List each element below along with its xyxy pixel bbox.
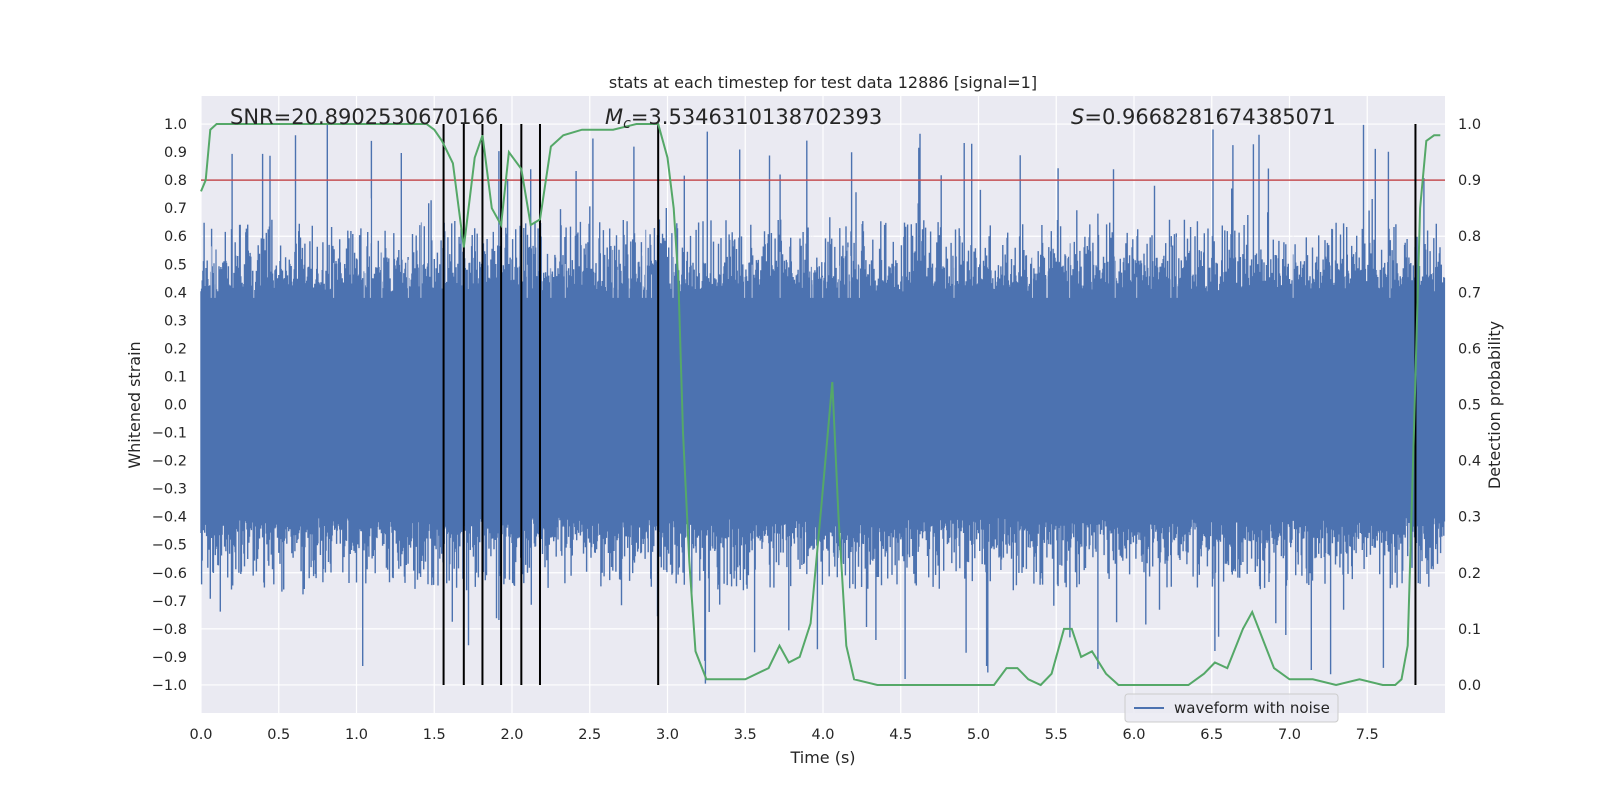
x-tick-label: 0.5: [267, 727, 290, 743]
x-tick-label: 1.5: [423, 727, 446, 743]
x-tick-label: 0.0: [189, 727, 212, 743]
x-tick-label: 1.0: [345, 727, 368, 743]
y-left-tick-label: 0.3: [164, 313, 187, 329]
y-left-tick-label: 0.4: [164, 285, 187, 301]
y-left-tick-label: 0.9: [164, 145, 187, 161]
waveform-gaps: [210, 196, 1391, 298]
y-left-tick-label: −0.9: [152, 650, 187, 666]
y-right-tick-label: 0.0: [1458, 678, 1481, 694]
y-right-tick-label: 0.6: [1458, 341, 1481, 357]
detection-probability-line: [200, 123, 1441, 687]
x-tick-label: 2.5: [578, 727, 601, 743]
y-right-tick-label: 0.9: [1458, 173, 1481, 189]
y-right-tick-label: 0.2: [1458, 566, 1481, 582]
y-left-tick-label: 0.8: [164, 173, 187, 189]
x-tick-label: 7.5: [1356, 727, 1379, 743]
y-right-tick-label: 0.3: [1458, 510, 1481, 526]
y-left-tick-label: 0.7: [164, 201, 187, 217]
legend-label: waveform with noise: [1174, 699, 1330, 717]
x-tick-label: 4.0: [811, 727, 834, 743]
y-left-tick-label: 0.5: [164, 257, 187, 273]
y-left-axis-label: Whitened strain: [125, 341, 144, 468]
overlay-layer: [200, 123, 1445, 687]
x-tick-label: 6.5: [1200, 727, 1223, 743]
x-tick-label: 5.5: [1045, 727, 1068, 743]
y-left-tick-label: −1.0: [152, 678, 187, 694]
x-tick-label: 3.0: [656, 727, 679, 743]
y-left-tick-label: −0.5: [152, 538, 187, 554]
y-left-tick-label: 0.2: [164, 341, 187, 357]
y-left-tick-label: −0.8: [152, 622, 187, 638]
x-axis-label: Time (s): [789, 748, 855, 767]
x-tick-label: 2.0: [500, 727, 523, 743]
x-tick-label: 4.5: [889, 727, 912, 743]
y-right-tick-label: 0.5: [1458, 398, 1481, 414]
axes: 0.0 0.5 1.0 1.5 2.0 2.5 3.0 3.5 4.0 4.5 5.0 5.5 6.0 6…: [152, 117, 1481, 743]
y-left-tick-label: −0.6: [152, 566, 187, 582]
y-left-tick-label: −0.4: [152, 510, 187, 526]
waveform-with-noise-line: [200, 124, 1446, 684]
y-right-axis-label: Detection probability: [1485, 321, 1504, 489]
detection-stat-annotation: S=0.9668281674385071: [1071, 105, 1336, 129]
legend-box: [1124, 693, 1339, 723]
y-left-tick-label: −0.7: [152, 594, 187, 610]
y-left-tick-label: 1.0: [164, 117, 187, 133]
legend: waveform with noise: [1124, 693, 1339, 723]
x-tick-label: 7.0: [1278, 727, 1301, 743]
y-left-tick-label: 0.0: [164, 398, 187, 414]
chart-title: stats at each timestep for test data 128…: [609, 73, 1037, 92]
y-left-tick-label: −0.3: [152, 482, 187, 498]
waveform-series: [200, 124, 1446, 684]
y-right-tick-label: 1.0: [1458, 117, 1481, 133]
snr-annotation: SNR=20.8902530670166: [230, 105, 498, 129]
x-tick-label: 3.5: [734, 727, 757, 743]
y-left-tick-label: −0.2: [152, 454, 187, 470]
y-right-tick-label: 0.1: [1458, 622, 1481, 638]
x-tick-label: 6.0: [1122, 727, 1145, 743]
x-tick-label: 5.0: [967, 727, 990, 743]
y-left-tick-label: 0.1: [164, 369, 187, 385]
y-left-tick-label: −0.1: [152, 426, 187, 442]
y-right-tick-label: 0.7: [1458, 285, 1481, 301]
chirp-mass-annotation: Mc=3.5346310138702393: [605, 105, 882, 132]
y-left-tick-label: 0.6: [164, 229, 187, 245]
y-right-tick-label: 0.4: [1458, 454, 1481, 470]
y-right-tick-label: 0.8: [1458, 229, 1481, 245]
